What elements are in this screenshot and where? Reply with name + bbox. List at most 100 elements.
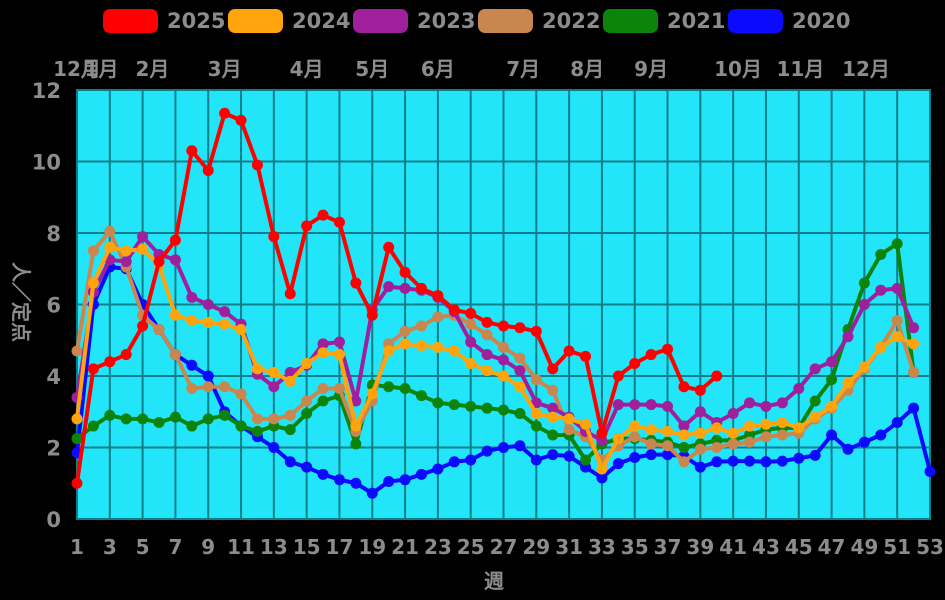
series-2022-marker	[219, 381, 231, 393]
month-label: 3月	[207, 57, 242, 81]
series-2024-marker	[235, 324, 247, 336]
series-2024-marker	[465, 357, 477, 369]
series-2024-marker	[826, 400, 838, 412]
x-tick-label: 45	[785, 535, 813, 559]
series-2022-marker	[744, 436, 756, 448]
series-2021-marker	[186, 420, 198, 432]
series-2020-marker	[383, 475, 395, 487]
series-2021-marker	[530, 420, 542, 432]
series-2025-marker	[366, 309, 378, 321]
series-2022-marker	[530, 374, 542, 386]
x-tick-label: 37	[654, 535, 682, 559]
series-2022-marker	[629, 431, 641, 443]
series-2022-marker	[678, 456, 690, 468]
series-2024-marker	[530, 408, 542, 420]
series-2022-marker	[153, 324, 165, 336]
x-tick-label: 25	[457, 535, 485, 559]
series-2021-marker	[137, 413, 149, 425]
series-2024-marker	[498, 370, 509, 382]
series-2025-marker	[465, 307, 477, 319]
series-2022-marker	[645, 438, 657, 450]
gridlines	[76, 89, 931, 520]
series-2020-marker	[662, 449, 674, 461]
legend-label: 2025	[167, 9, 226, 33]
series-2022-marker	[662, 440, 674, 452]
series-2024-marker	[514, 381, 526, 393]
series-2021-marker	[858, 277, 870, 289]
series-2024-marker	[744, 420, 756, 432]
series-2024-marker	[809, 411, 821, 423]
series-2025-marker	[662, 343, 674, 355]
series-2021-marker	[891, 238, 903, 250]
series-2025-marker	[399, 266, 411, 278]
legend-label: 2024	[292, 9, 351, 33]
series-2025-marker	[284, 288, 296, 300]
series-2025-marker	[137, 320, 149, 332]
series-2022-marker	[498, 341, 509, 353]
series-2023-marker	[645, 399, 657, 411]
series-2020-marker	[858, 436, 870, 448]
series-2022-marker	[251, 413, 263, 425]
series-2025-line	[75, 111, 719, 486]
series-2023-marker	[826, 356, 838, 368]
series-2020-marker	[465, 454, 477, 466]
series-2021-marker	[514, 408, 526, 420]
y-tick-label: 8	[46, 222, 61, 246]
legend-swatch	[353, 9, 408, 33]
series-2021-marker	[317, 395, 329, 407]
series-2025-marker	[498, 320, 509, 332]
series-2020-marker	[547, 449, 559, 461]
legend-item-2020: 2020	[728, 9, 850, 33]
series-2021-marker	[235, 420, 247, 432]
series-2024-marker	[612, 433, 624, 445]
series-2020-marker	[596, 472, 608, 484]
series-2024-marker	[547, 411, 559, 423]
series-2022-marker	[104, 225, 116, 237]
series-2020-marker	[826, 429, 838, 441]
series-2023-marker	[514, 365, 526, 377]
series-2025-marker	[251, 159, 263, 171]
y-axis-title: 人／定点	[9, 262, 33, 342]
series-2023-marker	[137, 231, 149, 243]
series-2020-marker	[530, 454, 542, 466]
series-2021-marker	[415, 390, 427, 402]
series-2022-marker	[301, 395, 313, 407]
series-2020-marker	[924, 465, 936, 477]
legend-item-2025: 2025	[103, 9, 225, 33]
series-2025-marker	[580, 350, 592, 362]
series-2023-marker	[858, 299, 870, 310]
series-2021-marker	[169, 411, 181, 423]
series-2024-marker	[350, 420, 362, 432]
series-2022-marker	[399, 325, 411, 337]
x-tick-label: 1	[70, 535, 84, 559]
series-2021-marker	[87, 420, 99, 432]
y-tick-label: 10	[32, 151, 61, 175]
series-2020-marker	[645, 449, 657, 461]
legend-label: 2023	[417, 9, 476, 33]
month-label: 9月	[634, 57, 669, 81]
series-2022-line	[75, 229, 916, 464]
series-2025-marker	[153, 256, 165, 268]
x-tick-label: 31	[555, 535, 583, 559]
series-2022-marker	[711, 442, 723, 453]
x-tick-label: 13	[260, 535, 288, 559]
series-2022-marker	[727, 438, 739, 450]
legend-swatch	[603, 9, 658, 33]
month-label: 6月	[420, 57, 455, 81]
series-2020-marker	[793, 452, 805, 464]
series-2024-marker	[219, 318, 231, 330]
series-2022-marker	[169, 349, 181, 361]
y-tick-label: 6	[46, 294, 61, 318]
series-2024-marker	[891, 331, 903, 343]
series-2022-marker	[776, 429, 788, 441]
y-tick-label: 0	[46, 508, 61, 532]
series-2023-marker	[120, 256, 132, 268]
series-2024-marker	[186, 315, 198, 327]
series-2025-marker	[530, 325, 542, 337]
series-2023-marker	[776, 397, 788, 409]
month-label: 12月	[53, 57, 101, 81]
series-2020-marker	[448, 456, 460, 468]
series-2024-marker	[120, 245, 132, 257]
series-2020-marker	[612, 458, 624, 470]
series-2023-marker	[186, 291, 198, 303]
